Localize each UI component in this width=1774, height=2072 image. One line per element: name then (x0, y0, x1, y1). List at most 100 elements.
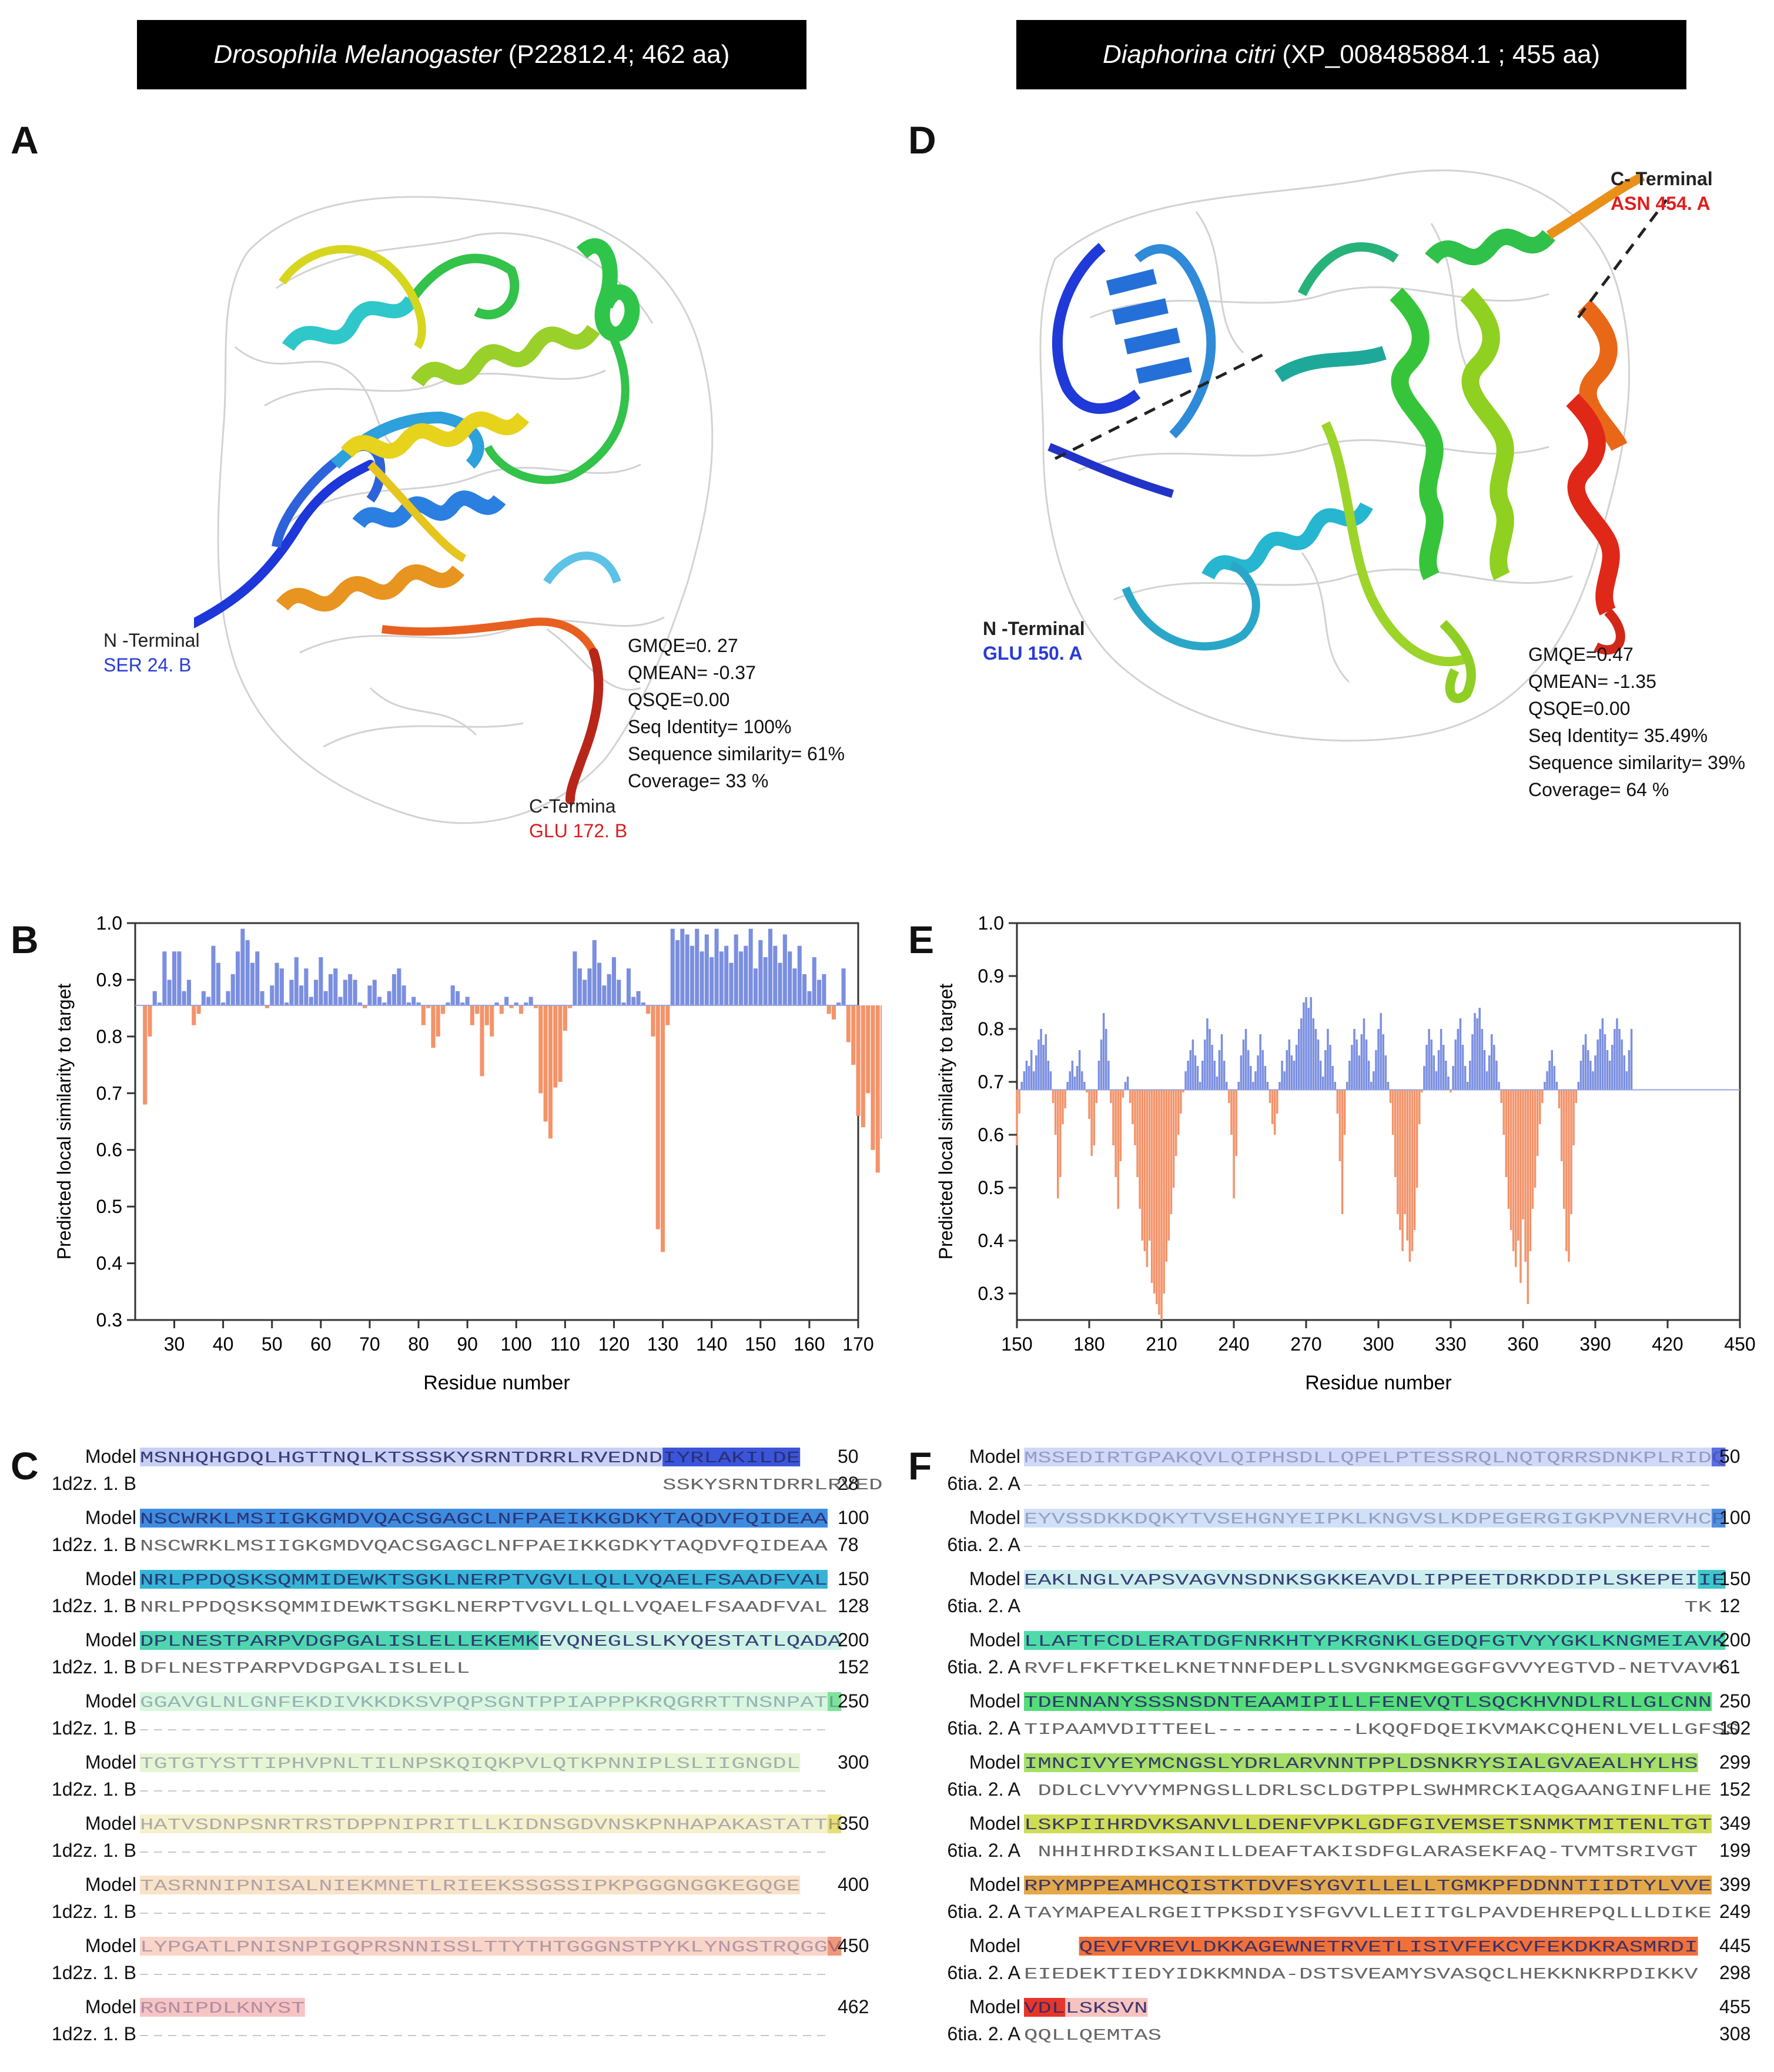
bar-1-358 (1517, 1090, 1519, 1241)
model-sequence: MSNHQHGDQLHGTTNQLKTSSSKYSRNTDRRLRVEDNDIY… (140, 1450, 800, 1468)
bar-0-85 (441, 1005, 446, 1014)
bar-0-46 (250, 963, 255, 1005)
bar-1-217 (1177, 1090, 1180, 1135)
bar-1-380 (1570, 1090, 1572, 1214)
bar-1-164 (1049, 1071, 1052, 1090)
x-tick-label: 210 (1146, 1334, 1177, 1355)
bar-0-74 (387, 991, 391, 1005)
bar-1-246 (1247, 1050, 1250, 1090)
bar-1-356 (1512, 1090, 1515, 1251)
bar-1-317 (1418, 1090, 1421, 1124)
alignment-row: Model 6tia. 2. ARPYMPPEAMHCQISTKTDVFSYGVI… (947, 1874, 1750, 1923)
bar-1-321 (1428, 1029, 1430, 1090)
bar-1-326 (1440, 1029, 1442, 1090)
bar-0-82 (426, 1005, 431, 1008)
model-label: Model (969, 1690, 1020, 1712)
aligned-region-bar (140, 1631, 539, 1650)
template-label: 1d2z. 1. B (52, 1656, 136, 1677)
model-position-number: 250 (1719, 1690, 1750, 1712)
bar-1-357 (1515, 1090, 1517, 1267)
bar-0-52 (279, 968, 284, 1005)
bar-0-120 (611, 957, 616, 1005)
bar-1-323 (1432, 1055, 1435, 1090)
bar-1-208 (1156, 1090, 1158, 1304)
bar-1-399 (1616, 1018, 1618, 1090)
bar-0-58 (309, 997, 313, 1005)
x-tick-label: 70 (359, 1334, 380, 1355)
bar-1-181 (1090, 1090, 1093, 1156)
bar-1-187 (1105, 1029, 1107, 1090)
bar-1-216 (1174, 1090, 1177, 1156)
bar-1-276 (1319, 1061, 1322, 1090)
model-label: Model (85, 1996, 136, 2017)
bar-0-165 (831, 1005, 836, 1020)
bar-0-65 (343, 980, 347, 1005)
bar-0-93 (480, 1005, 484, 1077)
c-terminal-a: C-Termina GLU 172. B (529, 794, 627, 843)
model-position-number: 300 (838, 1752, 869, 1773)
panel-label-f: F (908, 1444, 932, 1488)
template-label: 1d2z. 1. B (52, 1717, 136, 1739)
bar-1-327 (1442, 1045, 1445, 1090)
bar-0-47 (255, 951, 260, 1005)
n-terminal-a-label: N -Terminal (103, 630, 200, 651)
bar-1-267 (1298, 1029, 1300, 1090)
x-tick-label: 150 (1001, 1334, 1032, 1355)
bar-0-123 (626, 968, 631, 1005)
metric-identity-a: Seq Identity= 100% (628, 716, 792, 737)
unaligned-region-bar (140, 1937, 828, 1956)
bar-0-143 (724, 945, 729, 1005)
bar-0-59 (314, 980, 319, 1005)
bar-1-312 (1406, 1090, 1408, 1241)
metric-coverage-d: Coverage= 64 % (1528, 779, 1669, 800)
bar-1-377 (1563, 1090, 1565, 1209)
y-tick-label: 0.5 (96, 1196, 122, 1217)
bar-0-31 (177, 951, 182, 1005)
bar-1-225 (1196, 1066, 1199, 1090)
bar-1-241 (1235, 1090, 1237, 1156)
bar-0-53 (284, 1002, 289, 1005)
bar-0-115 (587, 968, 592, 1005)
template-label: 6tia. 2. A (947, 1717, 1020, 1739)
bar-0-175 (881, 1005, 882, 1139)
y-tick-label: 0.7 (96, 1082, 122, 1104)
bar-0-113 (577, 968, 582, 1005)
bar-1-273 (1312, 1018, 1315, 1090)
bar-1-218 (1180, 1090, 1182, 1114)
n-terminal-d-residue: GLU 150. A (983, 643, 1083, 664)
model-sequence: LSKPIIHRDVKSANVLLDENFVPKLGDFGIVEMSETSNMK… (1024, 1817, 1712, 1834)
bar-1-293 (1360, 1034, 1363, 1090)
bar-1-282 (1334, 1082, 1336, 1090)
bar-1-188 (1107, 1061, 1110, 1090)
bar-1-372 (1551, 1050, 1553, 1090)
bar-1-163 (1047, 1061, 1050, 1090)
aligned-region-bar (1712, 1509, 1726, 1528)
template-sequence: DFLNESTPARPVDGPGALISLELL (140, 1660, 470, 1678)
bar-1-348 (1493, 1045, 1495, 1090)
bar-0-26 (152, 991, 157, 1005)
template-label: 6tia. 2. A (947, 1901, 1020, 1922)
bar-1-191 (1114, 1090, 1117, 1177)
model-label: Model (969, 1874, 1020, 1895)
model-sequence: DPLNESTPARPVDGPGALISLELLEKEMKEVQNEGLSLKY… (140, 1633, 842, 1651)
bar-1-363 (1529, 1090, 1532, 1251)
bar-1-248 (1252, 1082, 1254, 1090)
bar-1-263 (1288, 1040, 1291, 1090)
bar-0-146 (739, 951, 744, 1005)
template-label: 6tia. 2. A (947, 1534, 1020, 1555)
bar-0-37 (206, 997, 211, 1005)
bar-0-72 (377, 997, 382, 1005)
bar-1-219 (1182, 1090, 1184, 1092)
model-sequence: IMNCIVYEYMCNGSLYDRLARVNNTPPLDSNKRYSIALGV… (1024, 1756, 1698, 1773)
metric-coverage-a: Coverage= 33 % (628, 770, 769, 791)
bar-1-272 (1310, 997, 1312, 1090)
model-label: Model (85, 1813, 136, 1834)
y-tick-label: 1.0 (978, 913, 1004, 934)
bar-1-350 (1498, 1082, 1500, 1090)
unaligned-region-bar (538, 1631, 842, 1650)
bar-0-28 (162, 951, 167, 1005)
bar-0-140 (709, 957, 714, 1005)
x-tick-label: 130 (647, 1334, 678, 1355)
aligned-region-bar (828, 1692, 842, 1711)
bar-1-403 (1625, 1071, 1628, 1090)
